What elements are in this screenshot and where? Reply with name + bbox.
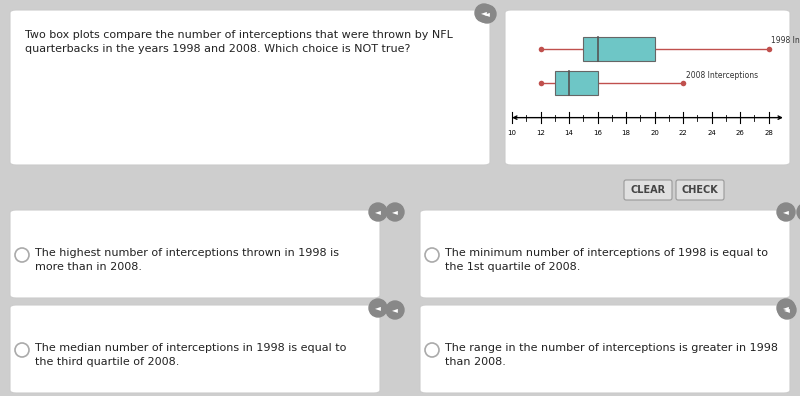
Text: ◄: ◄	[375, 303, 381, 312]
Text: 26: 26	[736, 130, 745, 136]
Text: quarterbacks in the years 1998 and 2008. Which choice is NOT true?: quarterbacks in the years 1998 and 2008.…	[25, 44, 410, 54]
Circle shape	[386, 203, 404, 221]
Bar	[555, 71, 598, 95]
Text: more than in 2008.: more than in 2008.	[35, 262, 142, 272]
Text: ◄: ◄	[481, 8, 487, 17]
Text: ◄: ◄	[784, 305, 790, 314]
Circle shape	[369, 203, 387, 221]
Circle shape	[777, 203, 795, 221]
Text: 16: 16	[593, 130, 602, 136]
Text: 24: 24	[707, 130, 716, 136]
Circle shape	[478, 5, 496, 23]
Text: The range in the number of interceptions is greater in 1998: The range in the number of interceptions…	[445, 343, 778, 353]
Text: the 1st quartile of 2008.: the 1st quartile of 2008.	[445, 262, 580, 272]
Text: ◄: ◄	[783, 303, 789, 312]
Text: the third quartile of 2008.: the third quartile of 2008.	[35, 357, 179, 367]
FancyBboxPatch shape	[624, 180, 672, 200]
Text: 14: 14	[565, 130, 574, 136]
Text: ◄: ◄	[392, 208, 398, 217]
Text: 10: 10	[508, 130, 517, 136]
Text: 28: 28	[764, 130, 773, 136]
Circle shape	[475, 4, 493, 22]
FancyBboxPatch shape	[676, 180, 724, 200]
Text: 18: 18	[622, 130, 630, 136]
Text: 2008 Interceptions: 2008 Interceptions	[686, 71, 758, 80]
Circle shape	[777, 299, 795, 317]
Text: Two box plots compare the number of interceptions that were thrown by NFL: Two box plots compare the number of inte…	[25, 30, 453, 40]
Text: 1998 Interceptions: 1998 Interceptions	[771, 36, 800, 45]
Text: ◄: ◄	[484, 10, 490, 19]
Text: CHECK: CHECK	[682, 185, 718, 195]
Bar	[583, 37, 654, 61]
Text: than 2008.: than 2008.	[445, 357, 506, 367]
Text: ◄: ◄	[783, 208, 789, 217]
Text: The highest number of interceptions thrown in 1998 is: The highest number of interceptions thro…	[35, 248, 339, 258]
Circle shape	[369, 299, 387, 317]
Text: 22: 22	[678, 130, 687, 136]
Text: ◄: ◄	[375, 208, 381, 217]
Text: The median number of interceptions in 1998 is equal to: The median number of interceptions in 19…	[35, 343, 346, 353]
Circle shape	[778, 301, 796, 319]
Text: ◄: ◄	[392, 305, 398, 314]
Circle shape	[797, 203, 800, 221]
Text: 20: 20	[650, 130, 659, 136]
Text: The minimum number of interceptions of 1998 is equal to: The minimum number of interceptions of 1…	[445, 248, 768, 258]
Text: CLEAR: CLEAR	[630, 185, 666, 195]
Circle shape	[386, 301, 404, 319]
Text: 12: 12	[536, 130, 545, 136]
